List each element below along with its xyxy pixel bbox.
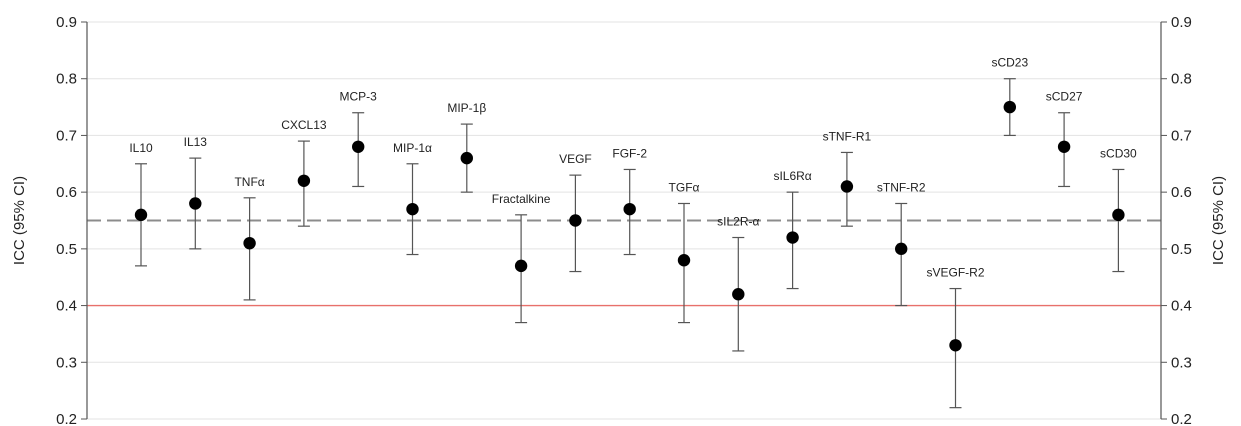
point-label: sIL6Rα [773,169,811,183]
data-point [786,231,799,244]
data-point [623,202,636,216]
y-tick-label-left: 0.4 [56,298,77,315]
data-point [1003,100,1016,114]
y-axis-title-left: ICC (95% CI) [11,176,28,265]
y-tick-label-left: 0.9 [56,14,77,31]
data-point [1057,140,1071,153]
point-label: sTNF-R1 [823,129,872,143]
point-label: sCD23 [991,56,1028,70]
point-label: FGF-2 [612,146,647,160]
data-point [895,242,908,256]
data-point [840,180,854,193]
data-point [677,254,691,267]
point-label: sCD30 [1100,146,1137,160]
y-tick-label-left: 0.2 [56,411,77,426]
point-label: TGFα [669,180,700,194]
point-label: TNFα [234,175,264,189]
axes: 0.2 0.2 0.3 0.3 0.4 0.4 0.5 0.5 0.6 0.6 0.7 0.7 0.8 0… [56,14,1192,426]
y-tick-label-right: 0.5 [1171,241,1192,258]
y-axis-title-right: ICC (95% CI) [1210,176,1227,265]
data-point [1112,208,1125,222]
y-tick-label-right: 0.4 [1171,298,1192,315]
reference-lines [87,219,1161,307]
point-label: IL10 [129,141,153,155]
y-tick-label-right: 0.6 [1171,184,1192,201]
point-label: sTNF-R2 [877,180,926,194]
y-tick-label-left: 0.6 [56,184,77,201]
data-point [569,214,582,227]
data-point [352,140,365,153]
point-label: sCD27 [1046,90,1083,104]
data-point [134,208,148,222]
point-labels: IL10 IL13 TNFα CXCL13 MCP-3 MIP-1α MIP-1β Fract… [129,56,1137,280]
point-label: sIL2R-α [717,215,759,229]
y-tick-label-left: 0.5 [56,241,77,258]
point-label: MCP-3 [340,90,378,104]
point-label: VEGF [559,152,592,166]
data-points [134,100,1125,352]
point-label: CXCL13 [281,118,327,132]
data-point [189,197,202,210]
data-point [243,236,256,250]
data-point [297,174,311,187]
y-tick-label-left: 0.3 [56,354,77,371]
y-tick-label-right: 0.2 [1171,411,1192,426]
data-point [406,202,419,216]
y-tick-label-right: 0.7 [1171,127,1192,144]
point-label: MIP-1α [393,141,432,155]
point-label: IL13 [184,135,208,149]
data-point [949,339,962,352]
y-tick-label-right: 0.8 [1171,71,1192,88]
y-tick-label-left: 0.8 [56,71,77,88]
point-label: Fractalkine [492,192,551,206]
y-tick-label-right: 0.9 [1171,14,1192,31]
y-tick-label-right: 0.3 [1171,354,1192,371]
point-label: MIP-1β [447,101,486,115]
data-point [514,259,528,273]
data-point [732,288,745,301]
y-tick-label-left: 0.7 [56,127,77,144]
point-label: sVEGF-R2 [926,266,984,280]
data-point [460,151,473,165]
